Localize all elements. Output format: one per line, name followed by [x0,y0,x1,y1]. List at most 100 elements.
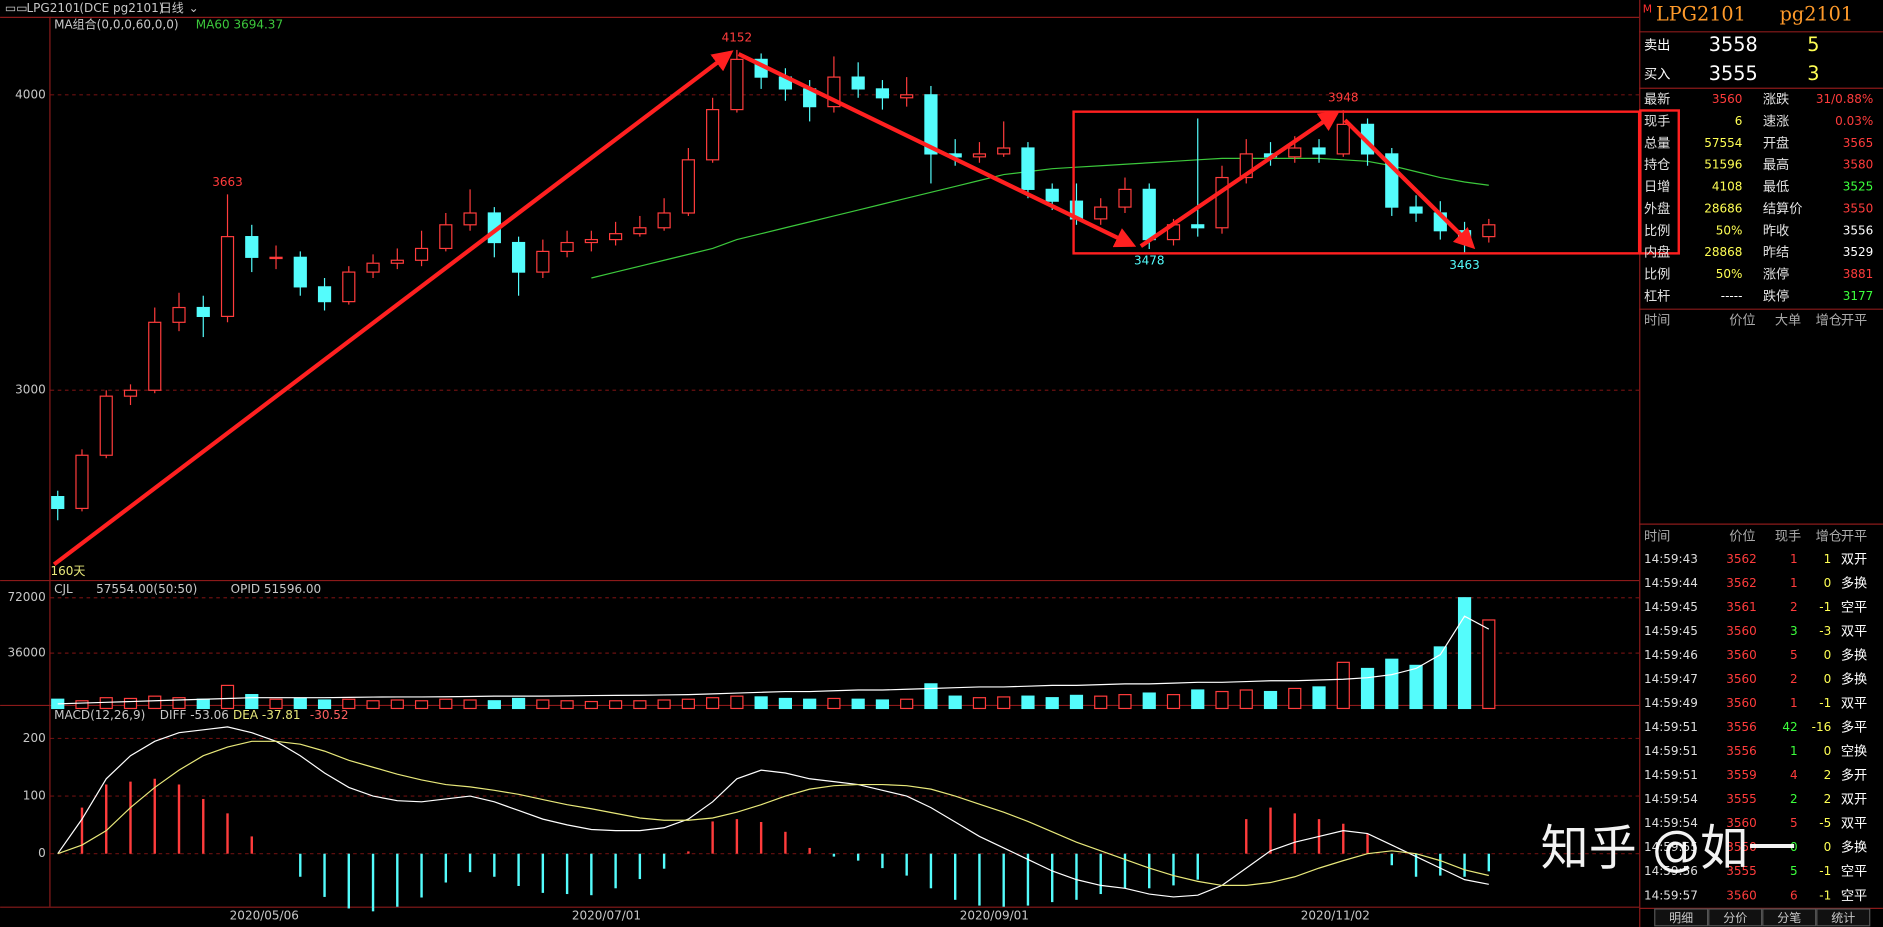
tick-price: 3559 [1726,768,1757,782]
tick-volume: 1 [1790,696,1798,710]
quote-value: 57554 [1704,136,1742,150]
quote-value: 3556 [1843,223,1874,237]
volume-legend: CJL [54,582,73,596]
tab-label[interactable]: 分笔 [1777,910,1801,925]
volume-bar [366,700,380,710]
tick-volume: 1 [1790,576,1798,590]
volume-bar [439,698,453,710]
volume-bar [754,696,768,710]
tab-label[interactable]: 明细 [1669,911,1693,925]
y-tick-label: 36000 [8,646,46,660]
period-selector[interactable]: 日线 [160,1,184,15]
quote-value: 3550 [1843,201,1874,215]
tick-change: 2 [1824,792,1832,806]
candle-body [706,108,720,161]
column-header: 时间 [1644,313,1670,329]
candle-body [560,241,574,253]
tick-price: 3555 [1726,864,1757,878]
candle-body [1118,188,1132,208]
candle-body [851,76,865,90]
candle-body [390,259,404,264]
order-volume: 3 [1807,62,1819,85]
charts: 4000 3000 3663 4152 3948 3478 3463 72000 36000 20… [8,30,1640,912]
tab[interactable] [1816,908,1871,927]
quote-label: 速涨 [1763,114,1789,130]
volume-bar [293,697,307,710]
tick-price: 3560 [1726,624,1757,638]
candle-body [220,236,235,317]
quote-value: 3560 [1712,92,1743,106]
tab[interactable] [1708,908,1763,927]
tick-price: 3560 [1726,888,1757,902]
tick-change: -1 [1819,600,1831,614]
candle-body [609,233,623,241]
tab[interactable] [1654,908,1709,927]
tick-change: 0 [1824,576,1832,590]
candle-body [245,236,259,258]
tick-type: 多平 [1841,719,1867,736]
volume-bar [681,698,695,710]
volume-bar [1118,694,1132,710]
dea-legend: DEA -37.81 [233,708,301,722]
dropdown-arrow[interactable]: ⌄ [189,1,199,15]
volume-bar [778,697,793,710]
volume-bar [1215,690,1229,710]
volume-bar [75,700,89,710]
exchange: (DCE pg2101) [79,1,163,15]
quote-value: 3580 [1843,158,1874,172]
tick-type: 多换 [1841,839,1867,856]
candle-body [511,241,526,273]
candle-body [1215,176,1229,229]
volume-bar [1166,694,1181,710]
volume-bar [172,697,186,710]
tick-change: -1 [1819,696,1831,710]
price-annotation: 4152 [722,30,753,44]
tick-change: 1 [1824,552,1832,566]
tick-price: 3560 [1726,816,1757,830]
quote-label: 杠杆 [1644,288,1670,304]
tick-type: 双平 [1841,697,1867,712]
tick-volume: 5 [1790,816,1798,830]
tick-price: 3560 [1726,696,1757,710]
tick-time: 14:59:54 [1644,792,1698,806]
quote-value: 6 [1735,114,1743,128]
volume-bar [1409,664,1423,710]
volume-bar [123,697,138,710]
candle-body [293,256,307,288]
tick-price: 3560 [1726,648,1757,662]
diff-line [57,726,1489,898]
y-tick-label: 3000 [15,383,46,397]
quote-label: 现手 [1644,114,1670,130]
quote-label: 昨收 [1763,223,1789,239]
volume-bar [1191,689,1205,710]
tick-volume: 1 [1790,744,1798,758]
candle-body [1482,224,1496,238]
candle-body [414,247,429,261]
tab[interactable] [1762,908,1817,927]
candle-body [657,212,671,229]
quote-value: 3881 [1843,267,1874,281]
tick-time: 14:59:57 [1644,888,1698,902]
volume-bar [1142,692,1156,710]
quote-label: 结算价 [1763,201,1803,217]
m-icon: M [1643,3,1652,16]
tick-volume: 2 [1790,672,1798,686]
bar-count: 160天 [51,564,86,578]
candle-body [1191,224,1205,229]
tab-label[interactable]: 分价 [1723,911,1747,925]
tick-change: 0 [1824,744,1832,758]
tick-price: 3560 [1726,672,1757,686]
volume-bar [463,699,477,710]
quote-label: 开盘 [1763,134,1789,151]
volume-bar [1069,694,1084,710]
candle-body [342,271,356,303]
quote-label: 日增 [1644,179,1670,195]
volume-bar [1094,695,1108,710]
tick-type: 双平 [1841,625,1867,640]
tab-label[interactable]: 统计 [1831,911,1855,925]
diff-legend: DIFF -53.06 [160,708,229,722]
quote-value: 51596 [1704,158,1742,172]
column-header: 价位 [1729,529,1755,545]
candle-body [366,262,380,273]
volume-bar [633,700,647,710]
